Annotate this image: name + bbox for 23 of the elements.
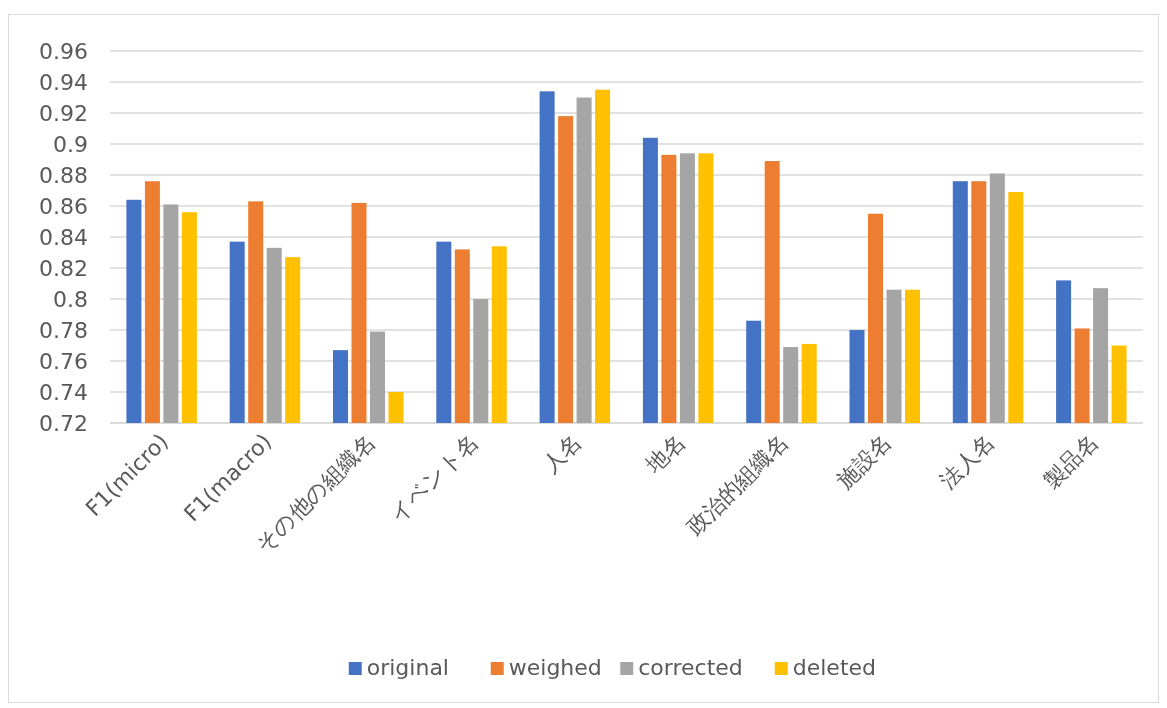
legend-label: weighed (508, 655, 602, 680)
x-tick-label: 製品名 (1038, 428, 1103, 494)
y-tick-label: 0.94 (39, 70, 88, 95)
y-tick-label: 0.72 (39, 411, 88, 436)
y-tick-label: 0.74 (39, 380, 88, 405)
y-tick-label: 0.86 (39, 194, 88, 219)
x-tick-label: 地名 (640, 428, 690, 479)
x-tick-label: イベント名 (384, 428, 484, 528)
legend-label: original (366, 655, 449, 680)
legend-label: deleted (792, 655, 877, 680)
y-tick-label: 0.92 (39, 101, 88, 126)
legend-label: corrected (638, 655, 743, 680)
y-tick-label: 0.9 (53, 132, 88, 157)
x-tick-label: 施設名 (831, 428, 897, 494)
y-tick-label: 0.88 (39, 163, 88, 188)
y-tick-label: 0.96 (39, 39, 88, 64)
y-tick-label: 0.8 (53, 287, 88, 312)
y-tick-label: 0.84 (39, 225, 88, 250)
x-tick-label: 人名 (537, 428, 587, 478)
y-tick-label: 0.82 (39, 256, 88, 281)
y-tick-label: 0.76 (39, 349, 88, 374)
x-tick-label: 法人名 (935, 428, 1000, 494)
y-tick-label: 0.78 (39, 318, 88, 343)
